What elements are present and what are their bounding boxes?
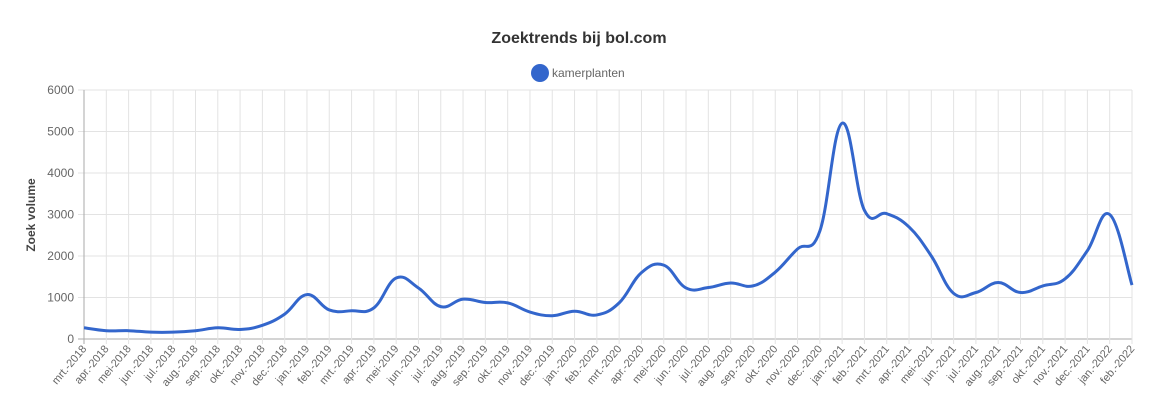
y-tick-label: 2000 (47, 249, 74, 263)
legend-marker (531, 64, 549, 82)
y-tick-label: 4000 (47, 166, 74, 180)
y-tick-label: 5000 (47, 125, 74, 139)
y-tick-label: 1000 (47, 291, 74, 305)
y-tick-label: 3000 (47, 208, 74, 222)
series-line-kamerplanten (83, 121, 1134, 334)
y-tick-label: 6000 (47, 83, 74, 97)
legend-label[interactable]: kamerplanten (552, 66, 625, 80)
legend[interactable]: kamerplanten (531, 64, 625, 82)
y-axis-label: Zoek volume (24, 178, 38, 252)
chart-title: Zoektrends bij bol.com (491, 30, 666, 47)
y-tick-label: 0 (67, 332, 74, 346)
